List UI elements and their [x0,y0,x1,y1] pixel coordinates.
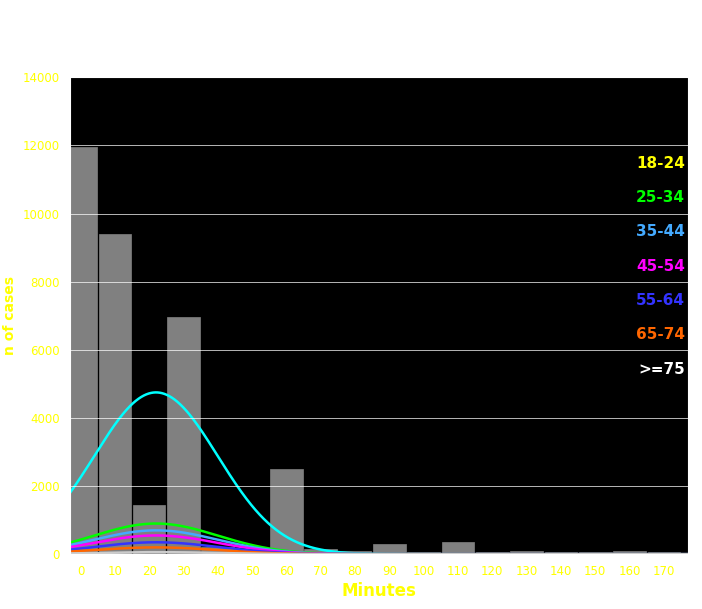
Text: 65-74: 65-74 [636,328,685,342]
Bar [133,505,166,554]
Text: 35-44: 35-44 [636,224,685,239]
Bar [305,549,337,554]
Bar [442,542,475,554]
Bar [64,147,97,554]
Bar [98,234,131,554]
Bar [201,547,234,554]
Text: 45-54: 45-54 [636,259,685,273]
Text: >=75: >=75 [638,362,685,377]
X-axis label: Minutes: Minutes [342,582,416,600]
Bar [339,552,371,554]
Bar [648,552,680,554]
Bar [545,552,577,554]
Text: 25-34: 25-34 [636,190,685,205]
Bar [614,551,646,554]
Bar [407,552,440,554]
Text: 55-64: 55-64 [636,293,685,308]
Bar [510,551,543,554]
Bar [476,552,509,554]
Bar [270,469,303,554]
Bar [236,552,268,554]
Bar [373,544,406,554]
Text: Distribution of sleep latency © Ohayon MM, 2003: Distribution of sleep latency © Ohayon M… [158,15,544,29]
Bar [579,552,611,554]
Text: 18-24: 18-24 [636,156,685,171]
Bar [167,317,200,554]
Y-axis label: n of cases: n of cases [3,276,17,355]
